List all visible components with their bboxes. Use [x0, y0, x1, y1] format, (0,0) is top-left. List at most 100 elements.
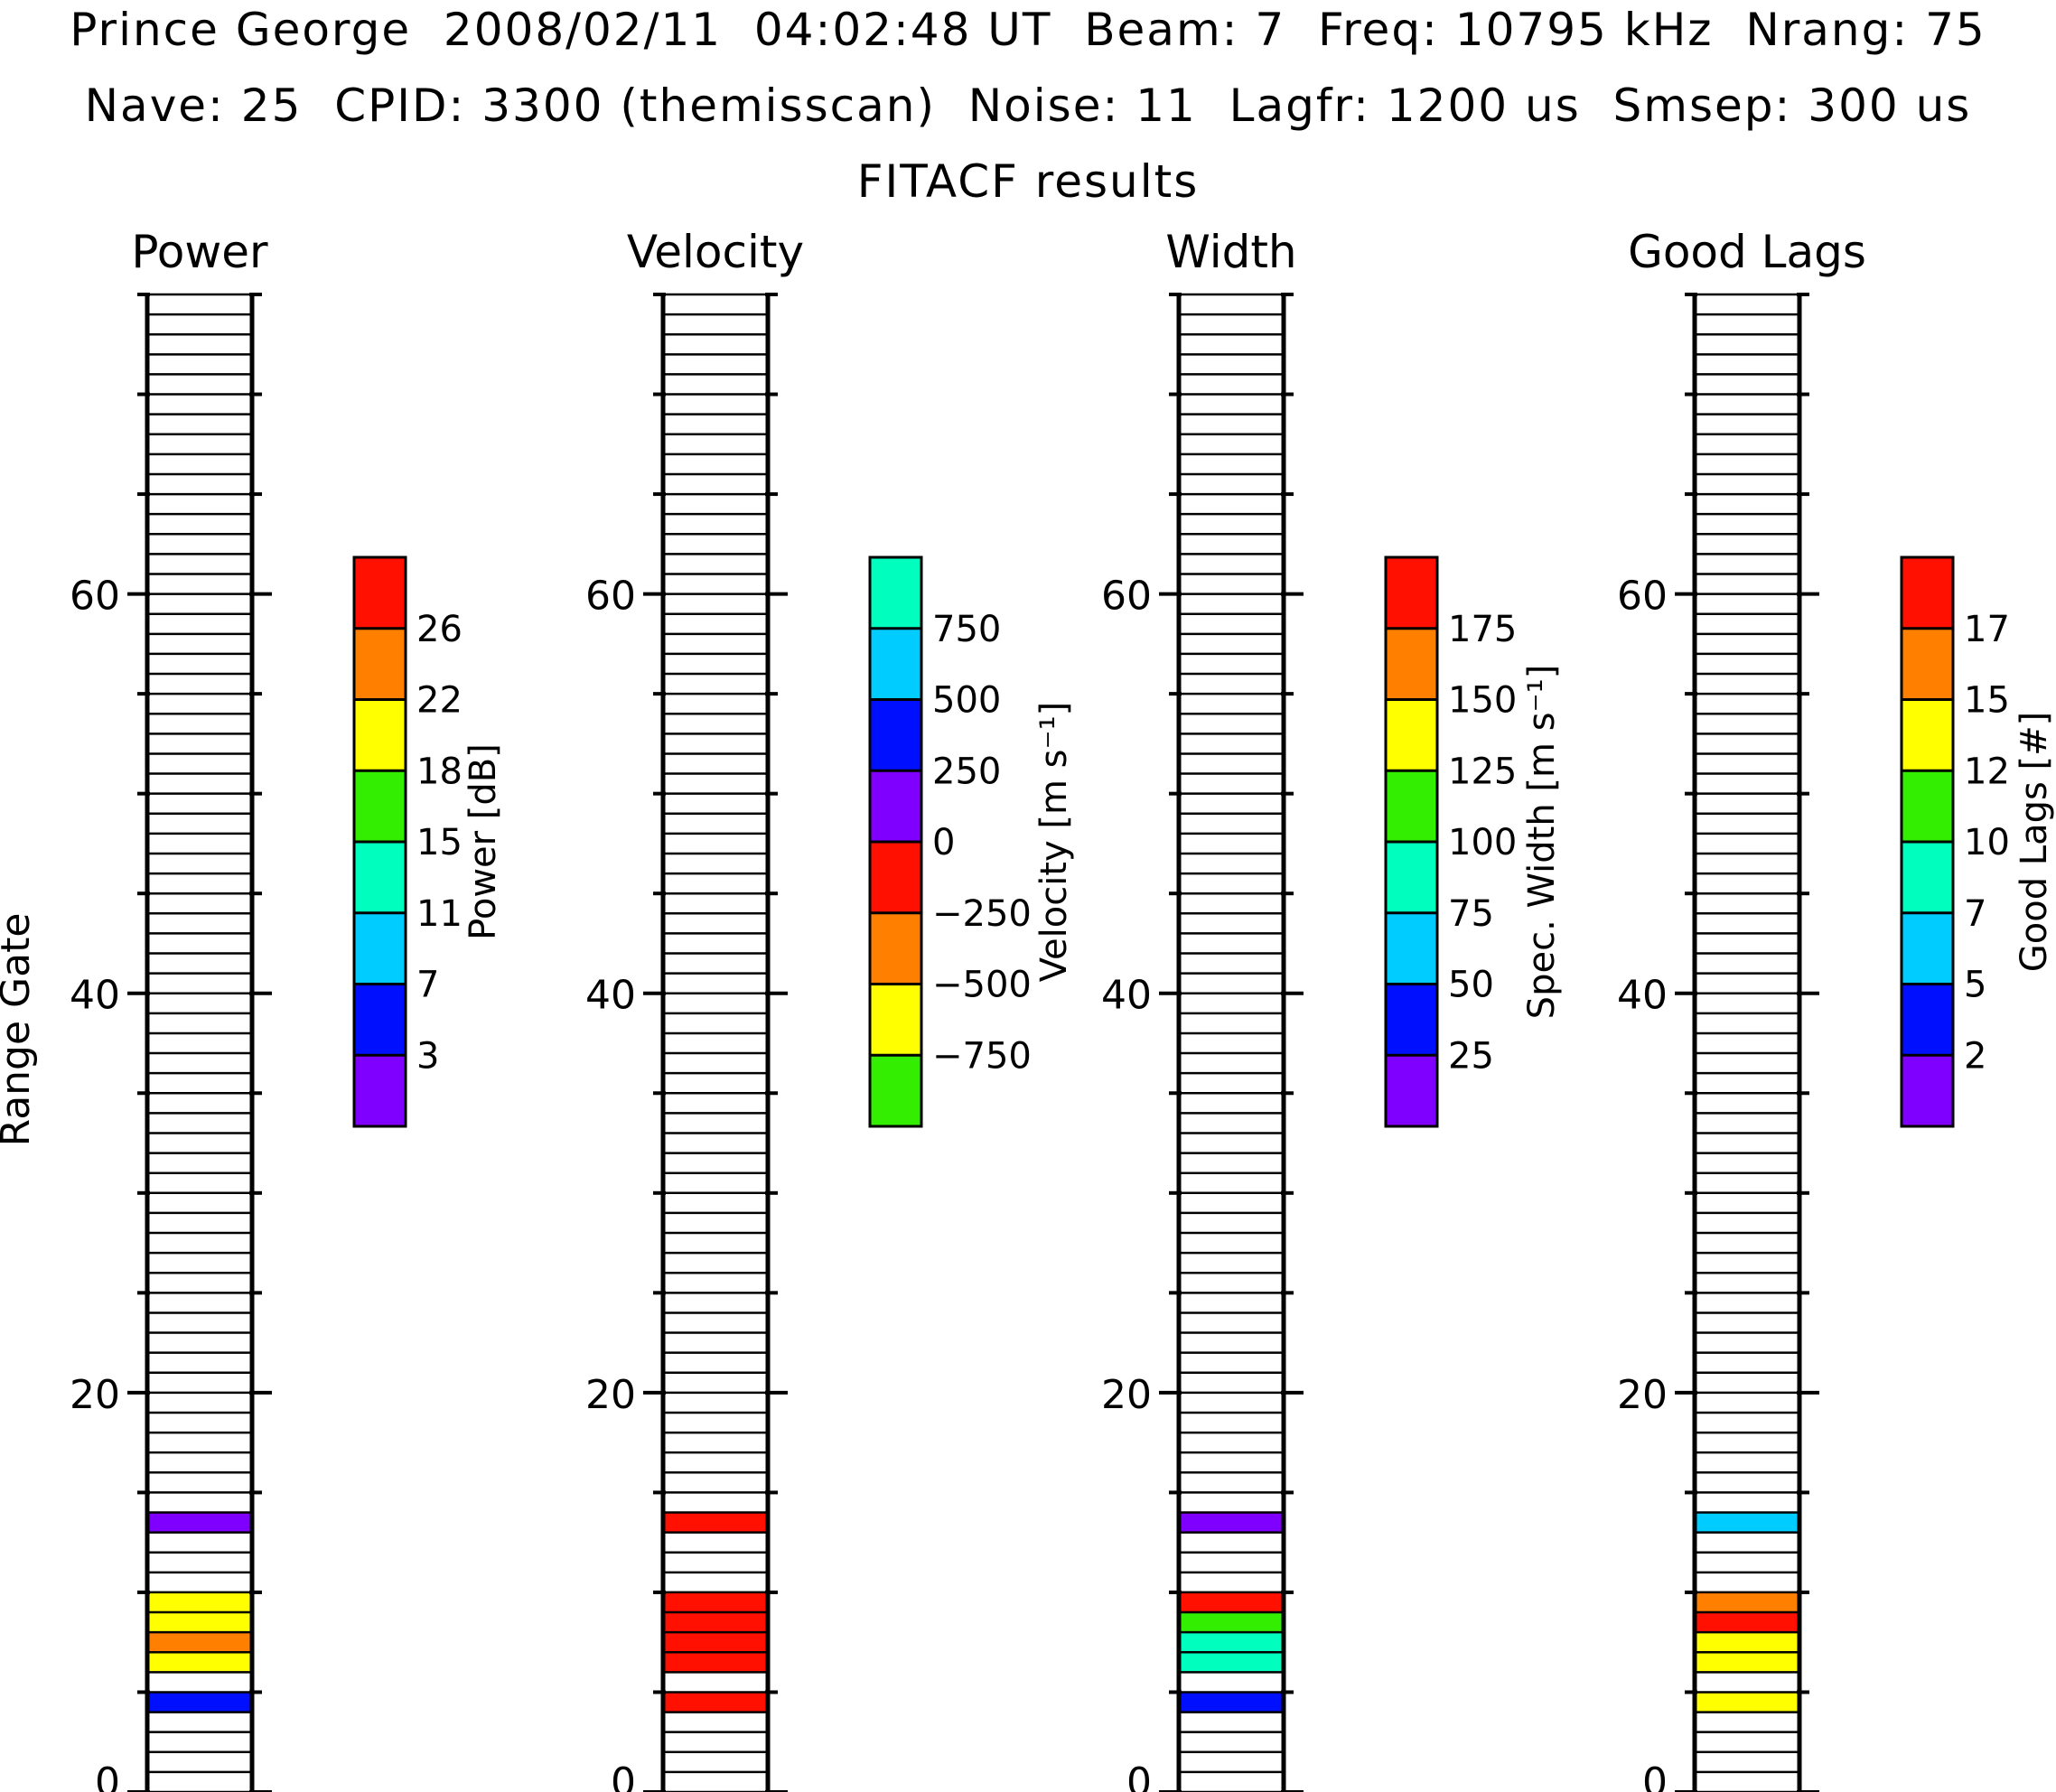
colorbar-swatch: [354, 1055, 406, 1126]
header-line-3: FITACF results: [856, 155, 1200, 208]
colorbar-tick-label: 15: [416, 822, 463, 863]
colorbar-tick-label: 750: [932, 609, 1001, 650]
colorbar-label: Power [dB]: [463, 743, 504, 940]
colorbar-tick-label: −250: [932, 893, 1032, 935]
gate-cell: [1695, 1632, 1799, 1653]
colorbar-tick-label: 5: [1964, 965, 1986, 1006]
colorbar-swatch: [1386, 628, 1437, 700]
colorbar-swatch: [354, 699, 406, 771]
gate-cell: [147, 1512, 252, 1533]
colorbar-swatch: [354, 912, 406, 985]
colorbar-label: Good Lags [#]: [2014, 712, 2055, 973]
colorbar-swatch: [870, 770, 921, 842]
colorbar-tick-label: 11: [416, 893, 463, 935]
colorbar-tick-label: 25: [1448, 1035, 1494, 1077]
colorbar-swatch: [870, 912, 921, 985]
colorbar-tick-label: −750: [932, 1035, 1032, 1077]
header-line-2: Nave: 25 CPID: 3300 (themisscan) Noise: …: [84, 79, 1972, 132]
colorbar-swatch: [1902, 770, 1953, 842]
colorbar-tick-label: 175: [1448, 609, 1517, 650]
gate-cell: [1695, 1652, 1799, 1673]
panel-title: Velocity: [627, 226, 804, 278]
y-tick-label: 20: [70, 1372, 120, 1418]
y-tick-label: 20: [585, 1372, 636, 1418]
y-tick-label: 0: [1126, 1759, 1152, 1792]
gate-cell: [147, 1652, 252, 1673]
y-tick-label: 60: [70, 574, 120, 620]
gate-cell: [1179, 1632, 1284, 1653]
colorbar-swatch: [1386, 770, 1437, 842]
colorbar-swatch: [354, 842, 406, 913]
gate-cell: [663, 1692, 768, 1713]
colorbar-tick-label: 7: [1964, 893, 1986, 935]
y-tick-label: 0: [1642, 1759, 1668, 1792]
y-tick-label: 0: [611, 1759, 636, 1792]
gate-cell: [663, 1512, 768, 1533]
y-axis-label: Range Gate: [0, 913, 39, 1147]
y-tick-label: 40: [585, 973, 636, 1019]
colorbar-swatch: [870, 984, 921, 1056]
gate-cell: [1179, 1652, 1284, 1673]
gate-cell: [663, 1632, 768, 1653]
gate-cell: [663, 1591, 768, 1613]
gate-cell: [1695, 1591, 1799, 1613]
colorbar-tick-label: 3: [416, 1035, 439, 1077]
colorbar-tick-label: 26: [416, 609, 463, 650]
header-line-1: Prince George 2008/02/11 04:02:48 UT Bea…: [70, 4, 1986, 56]
gate-cell: [663, 1652, 768, 1673]
colorbar-tick-label: 17: [1964, 609, 2010, 650]
y-tick-label: 60: [585, 574, 636, 620]
gate-cell: [663, 1612, 768, 1633]
panel-power: Power 0 20 40 60 26 22 18 15 11 7 3 Power [dB]: [70, 226, 504, 1792]
colorbar-tick-label: 100: [1448, 822, 1517, 863]
y-tick-label: 40: [1617, 973, 1668, 1019]
y-tick-label: 40: [1101, 973, 1152, 1019]
colorbar-swatch: [1386, 984, 1437, 1056]
colorbar-swatch: [354, 984, 406, 1056]
y-tick-label: 60: [1101, 574, 1152, 620]
gate-cell: [147, 1591, 252, 1613]
colorbar-tick-label: 22: [416, 680, 463, 722]
gate-cell: [147, 1612, 252, 1633]
colorbar-swatch: [1902, 984, 1953, 1056]
colorbar-swatch: [1902, 628, 1953, 700]
colorbar-swatch: [1386, 557, 1437, 629]
panel-title: Good Lags: [1628, 226, 1866, 278]
gate-cell: [1179, 1692, 1284, 1713]
colorbar-tick-label: 500: [932, 680, 1001, 722]
colorbar-swatch: [1386, 1055, 1437, 1126]
colorbar-tick-label: 250: [932, 751, 1001, 792]
gate-cell: [147, 1632, 252, 1653]
colorbar-swatch: [1386, 699, 1437, 771]
colorbar-tick-label: 0: [932, 822, 955, 863]
colorbar-swatch: [1902, 842, 1953, 913]
colorbar-tick-label: 2: [1964, 1035, 1986, 1077]
colorbar-swatch: [354, 557, 406, 629]
y-tick-label: 0: [95, 1759, 120, 1792]
gate-cell: [1695, 1512, 1799, 1533]
panel-title: Power: [131, 226, 268, 278]
colorbar-swatch: [354, 628, 406, 700]
colorbar-swatch: [1902, 699, 1953, 771]
gate-cell: [1179, 1612, 1284, 1633]
panel-good-lags: Good Lags 0 20 40 60 17 15 12 10 7 5 2 Good Lags [#]: [1617, 226, 2055, 1792]
colorbar-tick-label: 15: [1964, 680, 2010, 722]
colorbar-tick-label: 18: [416, 751, 463, 792]
gate-cell: [1695, 1612, 1799, 1633]
panel-width: Width 0 20 40 60 175 150 125 100 75 50 25 Spec. Widt…: [1101, 226, 1563, 1792]
colorbar-swatch: [1902, 1055, 1953, 1126]
colorbar-label: Velocity [m s⁻¹]: [1033, 702, 1075, 983]
panel-title: Width: [1165, 226, 1296, 278]
gate-cell: [147, 1692, 252, 1713]
colorbar-swatch: [354, 770, 406, 842]
colorbar-tick-label: 150: [1448, 680, 1517, 722]
colorbar-tick-label: 10: [1964, 822, 2010, 863]
y-tick-label: 20: [1101, 1372, 1152, 1418]
colorbar-swatch: [870, 628, 921, 700]
colorbar-tick-label: 12: [1964, 751, 2010, 792]
colorbar-tick-label: 7: [416, 965, 439, 1006]
gate-cell: [1179, 1591, 1284, 1613]
y-tick-label: 40: [70, 973, 120, 1019]
colorbar-swatch: [870, 699, 921, 771]
